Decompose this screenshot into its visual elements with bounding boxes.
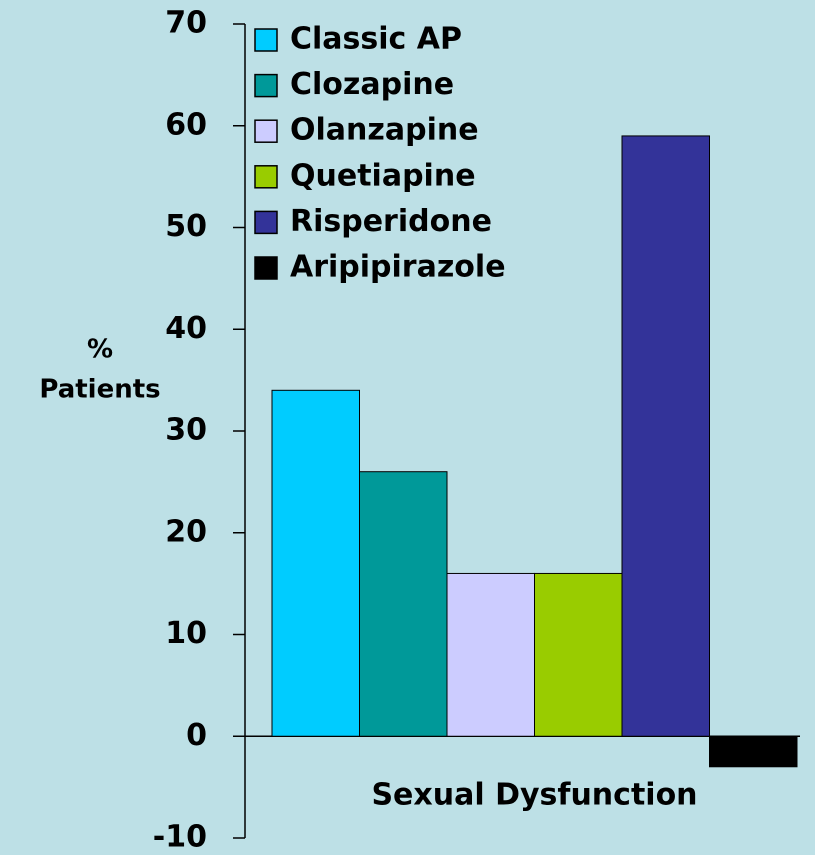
bar [271,389,360,737]
bar [534,572,623,737]
y-tick-label: 70 [165,6,207,41]
legend-label: Classic AP [290,22,462,57]
legend-swatch [254,73,278,98]
legend-swatch [254,256,278,280]
legend-swatch [254,165,278,189]
legend-swatch [254,28,278,52]
legend-label: Olanzapine [290,113,479,148]
y-tick-label: 60 [165,107,207,142]
bar [709,735,798,768]
y-tick-label: 10 [165,616,207,651]
y-tick-label: 0 [186,718,207,753]
legend-swatch [254,210,278,235]
y-axis-label: % [87,335,113,365]
y-tick-label: 40 [165,311,207,346]
legend-label: Quetiapine [290,158,476,193]
legend-label: Aripipirazole [290,250,506,285]
bar [621,135,710,737]
bar [359,471,448,737]
legend-label: Clozapine [290,67,454,102]
y-tick-label: 20 [165,514,207,549]
bar [446,572,535,737]
legend-swatch [254,119,278,143]
y-tick-label: 50 [165,209,207,244]
y-axis-label: Patients [39,375,160,405]
y-tick-label: 30 [165,413,207,448]
y-tick-label: -10 [153,820,207,855]
legend-label: Risperidone [290,204,492,239]
x-tick-label: Sexual Dysfunction [371,778,697,813]
